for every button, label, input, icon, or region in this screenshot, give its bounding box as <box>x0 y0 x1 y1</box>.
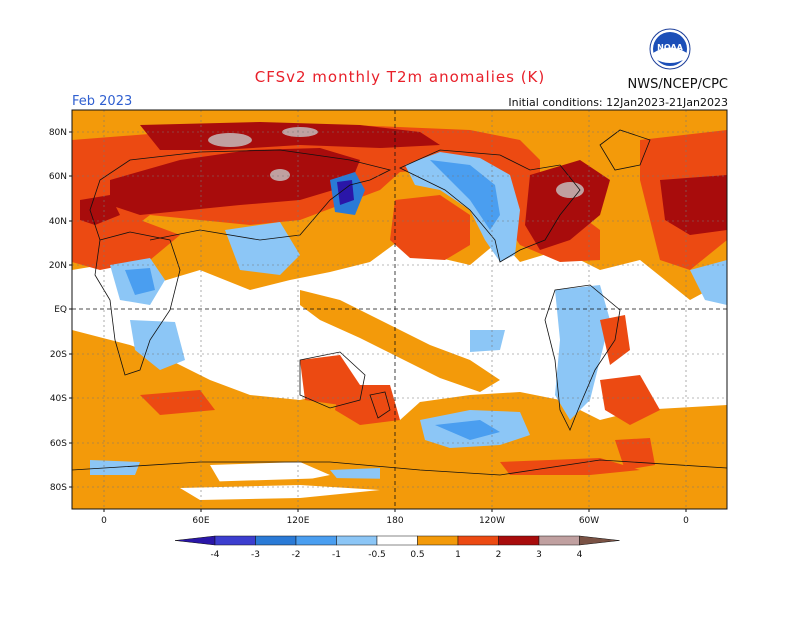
colorbar-label: -1 <box>332 550 341 560</box>
colorbar-bin <box>295 535 337 546</box>
logo-text: NOAA <box>657 43 683 52</box>
lat-label: EQ <box>54 305 67 315</box>
lat-label: 80N <box>49 128 67 138</box>
initial-conditions-label: Initial conditions: 12Jan2023-21Jan2023 <box>508 96 728 109</box>
month-label: Feb 2023 <box>72 94 133 109</box>
colorbar-legend: -4 -3 -2 -1 -0.5 0.5 1 2 3 4 <box>174 535 620 560</box>
lat-label: 60N <box>49 172 67 182</box>
lat-label: 80S <box>50 483 67 493</box>
colorbar-bin <box>376 535 418 546</box>
lon-label: 180 <box>386 516 403 526</box>
latitude-labels: 80N 60N 40N 20N EQ 20S 40S 60S 80S <box>49 128 72 493</box>
colorbar-label: -0.5 <box>368 550 386 560</box>
map-panel <box>72 110 727 509</box>
lat-label: 40N <box>49 217 67 227</box>
longitude-labels: 0 60E 120E 180 120W 60W 0 <box>101 509 689 526</box>
lon-label: 120W <box>479 516 505 526</box>
colorbar-label: -3 <box>251 550 260 560</box>
colorbar-label: 2 <box>496 550 502 560</box>
colorbar-bin <box>336 535 378 546</box>
colorbar-label: 0.5 <box>410 550 424 560</box>
map-title: CFSv2 monthly T2m anomalies (K) <box>254 68 546 86</box>
lon-label: 0 <box>683 516 689 526</box>
lon-label: 60W <box>579 516 599 526</box>
colorbar-bin <box>457 535 499 546</box>
colorbar-label: -2 <box>292 550 301 560</box>
colorbar-bin <box>498 535 540 546</box>
lat-label: 20S <box>50 350 67 360</box>
lon-label: 0 <box>101 516 107 526</box>
colorbar-label: 3 <box>536 550 542 560</box>
lat-label: 60S <box>50 439 67 449</box>
colorbar-bin <box>538 535 580 546</box>
colorbar-bin <box>174 535 216 546</box>
colorbar-bin <box>214 535 256 546</box>
agency-label: NWS/NCEP/CPC <box>627 77 728 92</box>
lat-label: 40S <box>50 394 67 404</box>
lon-label: 120E <box>287 516 310 526</box>
colorbar-bin <box>255 535 297 546</box>
lon-label: 60E <box>192 516 209 526</box>
colorbar-label: -4 <box>211 550 220 560</box>
colorbar-label: 1 <box>455 550 461 560</box>
noaa-logo: NOAA <box>649 28 691 70</box>
lat-label: 20N <box>49 261 67 271</box>
colorbar-label: 4 <box>577 550 583 560</box>
colorbar-bin <box>579 535 620 546</box>
colorbar-bin <box>417 535 459 546</box>
